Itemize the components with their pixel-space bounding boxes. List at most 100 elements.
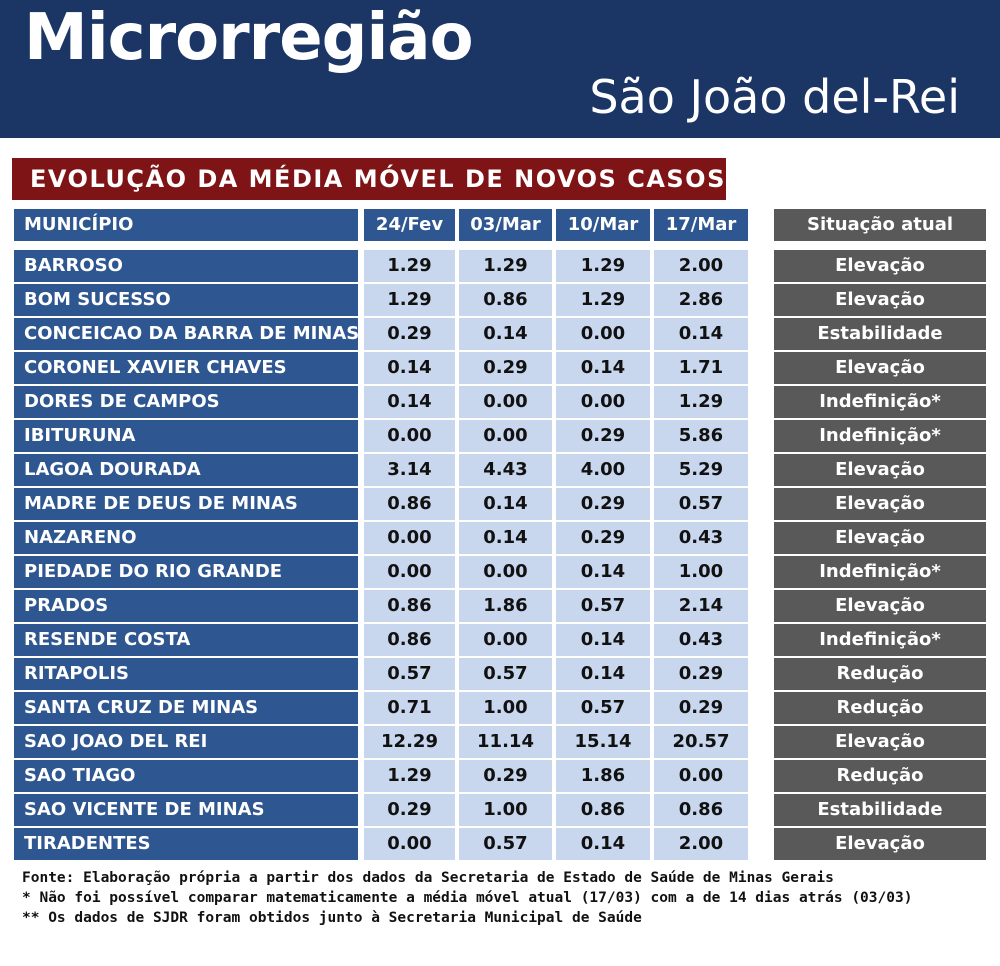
status-badge: Elevação (774, 454, 986, 486)
value-17mar: 0.14 (654, 318, 748, 350)
value-24fev: 0.14 (364, 352, 455, 384)
value-17mar: 0.43 (654, 522, 748, 554)
value-10mar: 0.29 (556, 420, 650, 452)
section-title: EVOLUÇÃO DA MÉDIA MÓVEL DE NOVOS CASOS (30, 165, 726, 193)
status-badge: Elevação (774, 250, 986, 282)
row-municipio: SAO VICENTE DE MINAS (14, 794, 358, 826)
row-municipio: NAZARENO (14, 522, 358, 554)
value-03mar: 0.86 (459, 284, 552, 316)
value-24fev: 0.57 (364, 658, 455, 690)
status-badge: Redução (774, 692, 986, 724)
status-badge: Redução (774, 658, 986, 690)
value-24fev: 1.29 (364, 250, 455, 282)
value-17mar: 2.86 (654, 284, 748, 316)
status-badge: Indefinição* (774, 556, 986, 588)
footnote-2: ** Os dados de SJDR foram obtidos junto … (22, 910, 642, 926)
value-17mar: 0.00 (654, 760, 748, 792)
column-header-24fev: 24/Fev (364, 209, 455, 241)
status-badge: Redução (774, 760, 986, 792)
status-badge: Elevação (774, 522, 986, 554)
value-24fev: 0.00 (364, 556, 455, 588)
value-10mar: 0.14 (556, 352, 650, 384)
column-header-municipio: MUNICÍPIO (14, 209, 358, 241)
value-10mar: 1.29 (556, 250, 650, 282)
status-badge: Estabilidade (774, 318, 986, 350)
value-10mar: 4.00 (556, 454, 650, 486)
row-municipio: LAGOA DOURADA (14, 454, 358, 486)
value-03mar: 4.43 (459, 454, 552, 486)
row-municipio: BOM SUCESSO (14, 284, 358, 316)
row-municipio: DORES DE CAMPOS (14, 386, 358, 418)
column-header-situacao: Situação atual (774, 209, 986, 241)
row-municipio: SANTA CRUZ DE MINAS (14, 692, 358, 724)
value-03mar: 1.86 (459, 590, 552, 622)
value-17mar: 0.29 (654, 658, 748, 690)
value-03mar: 0.57 (459, 828, 552, 860)
row-municipio: TIRADENTES (14, 828, 358, 860)
column-header-17mar: 17/Mar (654, 209, 748, 241)
value-03mar: 0.29 (459, 760, 552, 792)
row-municipio: PIEDADE DO RIO GRANDE (14, 556, 358, 588)
value-17mar: 0.29 (654, 692, 748, 724)
row-municipio: IBITURUNA (14, 420, 358, 452)
value-24fev: 0.00 (364, 420, 455, 452)
status-badge: Elevação (774, 488, 986, 520)
row-municipio: PRADOS (14, 590, 358, 622)
status-badge: Elevação (774, 352, 986, 384)
header: Microrregião São João del-Rei (0, 0, 1000, 138)
row-municipio: SAO TIAGO (14, 760, 358, 792)
value-24fev: 1.29 (364, 760, 455, 792)
row-municipio: CONCEICAO DA BARRA DE MINAS (14, 318, 359, 350)
page-title: Microrregião (24, 1, 474, 75)
value-17mar: 1.71 (654, 352, 748, 384)
status-badge: Elevação (774, 590, 986, 622)
value-03mar: 1.00 (459, 794, 552, 826)
footer-notes: Fonte: Elaboração própria a partir dos d… (22, 868, 982, 928)
page-subtitle: São João del-Rei (589, 70, 960, 124)
value-03mar: 1.29 (459, 250, 552, 282)
value-10mar: 0.14 (556, 556, 650, 588)
value-24fev: 0.71 (364, 692, 455, 724)
value-03mar: 11.14 (459, 726, 552, 758)
status-badge: Indefinição* (774, 386, 986, 418)
value-10mar: 1.29 (556, 284, 650, 316)
value-24fev: 0.00 (364, 522, 455, 554)
column-header-03mar: 03/Mar (459, 209, 552, 241)
value-17mar: 1.00 (654, 556, 748, 588)
value-17mar: 0.43 (654, 624, 748, 656)
row-municipio: RESENDE COSTA (14, 624, 358, 656)
value-24fev: 0.86 (364, 624, 455, 656)
row-municipio: BARROSO (14, 250, 358, 282)
row-municipio: MADRE DE DEUS DE MINAS (14, 488, 358, 520)
value-03mar: 0.00 (459, 556, 552, 588)
value-24fev: 0.14 (364, 386, 455, 418)
value-17mar: 0.86 (654, 794, 748, 826)
row-municipio: CORONEL XAVIER CHAVES (14, 352, 358, 384)
status-badge: Elevação (774, 726, 986, 758)
value-10mar: 0.29 (556, 488, 650, 520)
value-03mar: 0.14 (459, 522, 552, 554)
value-03mar: 1.00 (459, 692, 552, 724)
value-10mar: 1.86 (556, 760, 650, 792)
value-24fev: 3.14 (364, 454, 455, 486)
column-header-10mar: 10/Mar (556, 209, 650, 241)
value-03mar: 0.14 (459, 488, 552, 520)
value-03mar: 0.00 (459, 420, 552, 452)
status-badge: Elevação (774, 828, 986, 860)
value-03mar: 0.14 (459, 318, 552, 350)
value-17mar: 2.14 (654, 590, 748, 622)
source-note: Fonte: Elaboração própria a partir dos d… (22, 870, 834, 886)
row-municipio: SAO JOAO DEL REI (14, 726, 358, 758)
row-municipio: RITAPOLIS (14, 658, 358, 690)
value-24fev: 0.86 (364, 590, 455, 622)
status-badge: Estabilidade (774, 794, 986, 826)
value-10mar: 15.14 (556, 726, 650, 758)
value-03mar: 0.00 (459, 624, 552, 656)
value-24fev: 0.86 (364, 488, 455, 520)
value-17mar: 1.29 (654, 386, 748, 418)
value-24fev: 0.29 (364, 794, 455, 826)
value-10mar: 0.00 (556, 318, 650, 350)
value-24fev: 12.29 (364, 726, 455, 758)
value-17mar: 5.29 (654, 454, 748, 486)
status-badge: Elevação (774, 284, 986, 316)
